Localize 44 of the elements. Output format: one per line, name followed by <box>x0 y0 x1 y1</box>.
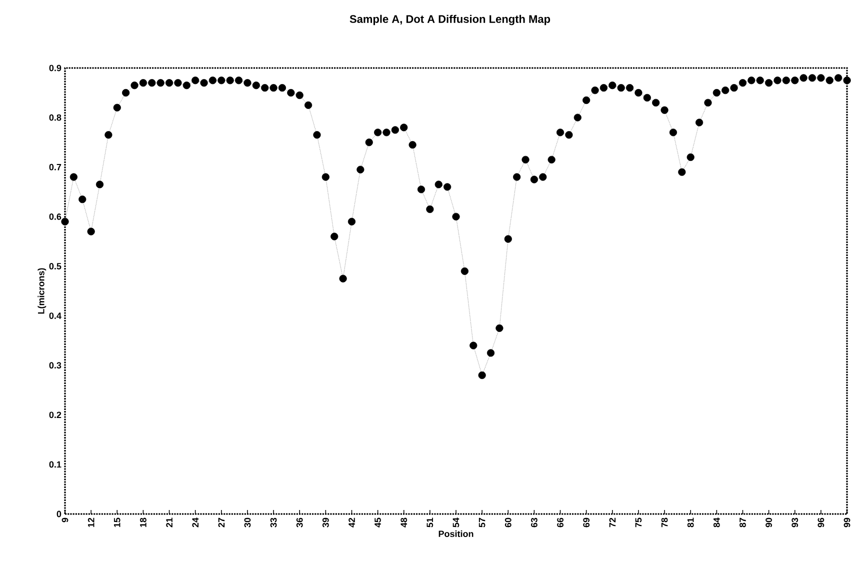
x-tick-label: 21 <box>166 518 172 528</box>
y-tick-label: 0.8 <box>49 114 62 121</box>
x-tick-label: 78 <box>661 518 668 528</box>
x-tick-label: 54 <box>452 518 460 528</box>
x-tick-label: 33 <box>270 518 277 528</box>
x-tick-label: 24 <box>192 518 198 528</box>
x-tick-label: 42 <box>348 518 355 528</box>
x-tick-label: 66 <box>557 518 564 528</box>
x-tick-label: 27 <box>218 518 225 528</box>
y-tick-label: 0.5 <box>49 263 62 270</box>
y-tick-label: 0.4 <box>49 312 62 319</box>
x-tick-label: 45 <box>374 518 381 528</box>
x-tick-label: 48 <box>400 518 408 528</box>
x-tick-label: 9 <box>62 518 68 522</box>
x-tick-label: 18 <box>140 518 146 527</box>
x-tick-label: 36 <box>296 518 303 528</box>
y-tick-label: 0.1 <box>49 461 62 468</box>
x-axis-title: Position <box>438 530 474 538</box>
chart-title: Sample A, Dot A Diffusion Length Map <box>350 14 550 26</box>
x-tick-label: 60 <box>504 518 512 528</box>
x-tick-label: 15 <box>114 518 120 527</box>
y-tick-label: 0.9 <box>49 64 62 72</box>
x-tick-label: 51 <box>426 518 434 528</box>
x-tick-label: 63 <box>531 518 538 528</box>
x-tick-label: 30 <box>244 518 251 528</box>
x-tick-label: 69 <box>583 518 590 528</box>
x-tick-label: 12 <box>88 518 94 527</box>
x-tick-label: 57 <box>478 518 486 528</box>
x-tick-label: 72 <box>609 518 616 528</box>
x-tick-label: 99 <box>844 518 850 528</box>
x-tick-label: 87 <box>740 518 746 528</box>
x-tick-label: 84 <box>713 518 720 528</box>
x-tick-label: 39 <box>322 518 329 528</box>
y-tick-label: 0 <box>56 510 62 518</box>
y-tick-label: 0.3 <box>49 362 62 369</box>
y-tick-label: 0.6 <box>49 213 62 220</box>
x-tick-label: 96 <box>818 518 824 528</box>
x-tick-label: 75 <box>635 518 642 528</box>
x-tick-label: 93 <box>792 518 798 528</box>
y-axis-title: L(microns) <box>38 268 46 314</box>
y-tick-label: 0.2 <box>49 412 62 418</box>
y-tick-label: 0.7 <box>49 164 62 170</box>
x-tick-label: 81 <box>687 518 694 528</box>
x-tick-label: 90 <box>766 518 772 528</box>
